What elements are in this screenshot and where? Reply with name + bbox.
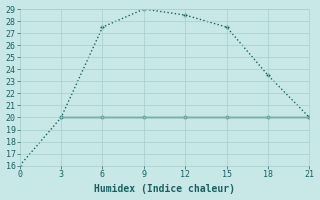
X-axis label: Humidex (Indice chaleur): Humidex (Indice chaleur) [94,184,235,194]
